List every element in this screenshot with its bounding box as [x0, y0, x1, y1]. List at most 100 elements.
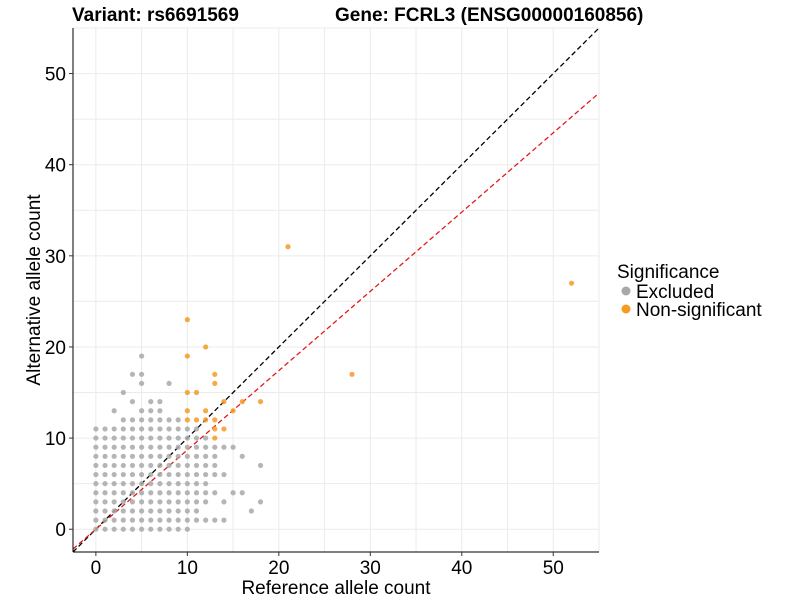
point-excluded	[193, 462, 200, 469]
point-excluded	[193, 517, 200, 523]
point-excluded	[129, 417, 136, 423]
point-excluded	[129, 444, 136, 450]
point-non-significant	[193, 417, 200, 423]
data-points	[93, 244, 575, 532]
point-excluded	[166, 453, 172, 459]
point-excluded	[139, 435, 145, 441]
point-excluded	[139, 481, 145, 487]
axes: 0 10 20 30 40 50 0 10 20 30 40 50	[45, 28, 599, 579]
point-excluded	[212, 490, 218, 496]
point-excluded	[184, 453, 190, 459]
point-non-significant	[257, 399, 264, 405]
point-excluded	[93, 462, 99, 469]
point-non-significant	[212, 426, 218, 432]
point-non-significant	[568, 280, 575, 286]
point-excluded	[102, 435, 108, 441]
reference-line-1	[72, 92, 600, 550]
point-excluded	[193, 499, 200, 505]
point-excluded	[203, 517, 209, 523]
y-tick-label: 10	[45, 429, 66, 450]
point-excluded	[157, 408, 163, 414]
point-excluded	[148, 499, 154, 505]
point-excluded	[157, 426, 163, 432]
point-excluded	[129, 508, 136, 514]
y-tick-label: 50	[45, 65, 66, 86]
point-excluded	[129, 481, 136, 487]
point-excluded	[93, 508, 99, 514]
point-excluded	[139, 453, 145, 459]
point-excluded	[129, 526, 136, 532]
point-excluded	[129, 471, 136, 478]
point-excluded	[157, 417, 163, 423]
point-excluded	[120, 499, 126, 505]
x-tick-label: 40	[451, 558, 472, 579]
point-excluded	[157, 453, 163, 459]
point-excluded	[166, 508, 172, 514]
point-excluded	[212, 462, 218, 469]
legend-label-non-significant: Non-significant	[636, 300, 762, 321]
point-excluded	[139, 417, 145, 423]
point-excluded	[184, 517, 190, 523]
point-excluded	[111, 453, 117, 459]
point-excluded	[257, 462, 264, 469]
point-excluded	[129, 453, 136, 459]
point-excluded	[111, 408, 117, 414]
point-excluded	[193, 444, 200, 450]
point-excluded	[148, 471, 154, 478]
point-excluded	[175, 435, 181, 441]
point-non-significant	[184, 389, 190, 396]
x-tick-label: 50	[543, 558, 564, 579]
point-excluded	[120, 435, 126, 441]
point-excluded	[184, 490, 190, 496]
point-non-significant	[221, 426, 227, 432]
point-excluded	[148, 481, 154, 487]
point-excluded	[111, 508, 117, 514]
point-excluded	[175, 499, 181, 505]
y-tick-label: 30	[45, 247, 66, 268]
point-excluded	[203, 444, 209, 450]
point-excluded	[120, 471, 126, 478]
point-non-significant	[212, 380, 218, 387]
point-excluded	[157, 499, 163, 505]
point-excluded	[148, 490, 154, 496]
point-excluded	[120, 481, 126, 487]
point-excluded	[212, 444, 218, 450]
point-excluded	[120, 389, 126, 396]
point-excluded	[203, 453, 209, 459]
point-excluded	[166, 380, 172, 387]
point-excluded	[175, 417, 181, 423]
point-excluded	[157, 517, 163, 523]
x-tick-label: 20	[268, 558, 289, 579]
point-excluded	[193, 490, 200, 496]
point-non-significant	[212, 435, 218, 441]
point-excluded	[129, 399, 136, 405]
point-excluded	[230, 444, 236, 450]
point-excluded	[129, 499, 136, 505]
point-excluded	[184, 435, 190, 441]
point-excluded	[148, 444, 154, 450]
x-tick-label: 30	[360, 558, 381, 579]
point-excluded	[239, 490, 245, 496]
point-excluded	[175, 481, 181, 487]
point-excluded	[93, 435, 99, 441]
point-excluded	[203, 481, 209, 487]
point-excluded	[148, 417, 154, 423]
point-excluded	[212, 453, 218, 459]
point-non-significant	[184, 353, 190, 359]
point-excluded	[139, 462, 145, 469]
legend-title: Significance	[617, 262, 719, 283]
chart-title-variant: Variant: rs6691569	[72, 5, 239, 26]
point-excluded	[157, 508, 163, 514]
point-excluded	[193, 426, 200, 432]
point-excluded	[157, 462, 163, 469]
point-excluded	[102, 490, 108, 496]
point-excluded	[102, 481, 108, 487]
point-excluded	[221, 517, 227, 523]
point-excluded	[175, 490, 181, 496]
point-excluded	[102, 471, 108, 478]
point-excluded	[129, 462, 136, 469]
point-excluded	[120, 508, 126, 514]
point-non-significant	[212, 371, 218, 377]
point-excluded	[175, 462, 181, 469]
